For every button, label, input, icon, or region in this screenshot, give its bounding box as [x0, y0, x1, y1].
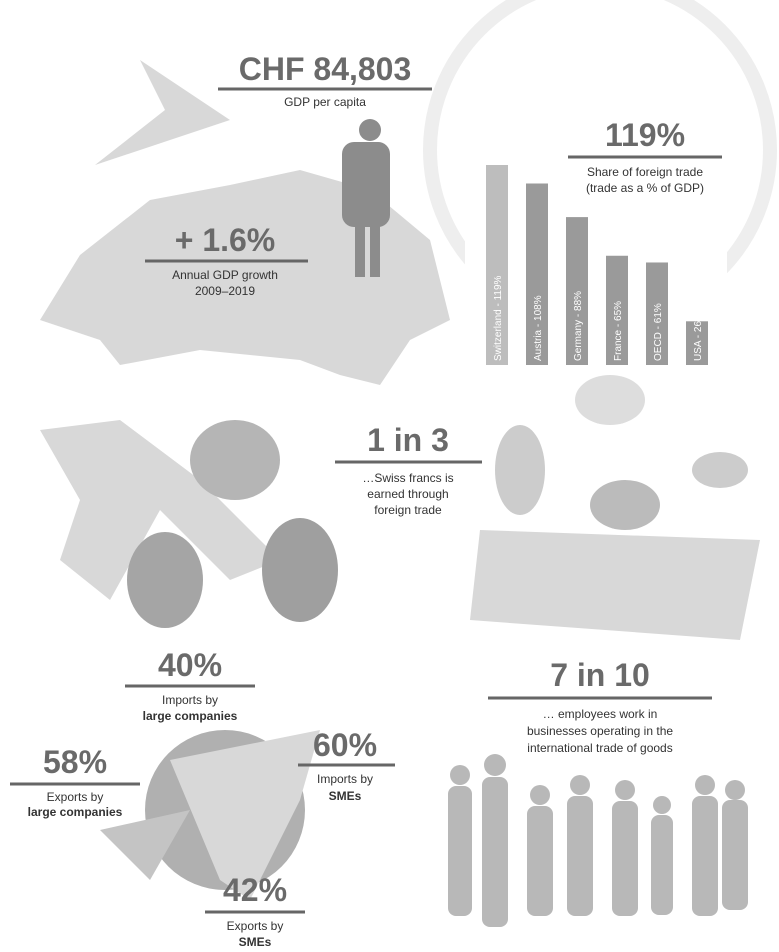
bar-label: Germany - 88%: [573, 291, 584, 361]
trade-label: Share of foreign trade: [587, 165, 703, 179]
arrow: [170, 730, 320, 900]
employees-value: 7 in 10: [550, 657, 650, 693]
growth-label: 2009–2019: [195, 284, 255, 298]
employees-label: … employees work in: [543, 707, 658, 721]
francs-value: 1 in 3: [367, 422, 449, 458]
exports-large-bold: large companies: [28, 805, 123, 819]
person: [342, 119, 390, 277]
coin: [692, 452, 748, 488]
trade-label: (trade as a % of GDP): [586, 181, 704, 195]
bar-label: France - 65%: [613, 301, 624, 361]
exports-sme-value: 42%: [223, 872, 287, 908]
coin: [190, 420, 280, 500]
trade-value: 119%: [605, 117, 685, 153]
francs-label: earned through: [367, 487, 448, 501]
arrow: [100, 810, 190, 880]
coin: [127, 532, 203, 628]
decorations: [40, 0, 777, 927]
coin: [575, 375, 645, 425]
gdp-label: GDP per capita: [284, 95, 366, 109]
employees-label: international trade of goods: [527, 741, 672, 755]
bar-label: Switzerland - 119%: [493, 275, 504, 361]
bar-label: OECD - 61%: [653, 303, 664, 361]
bar-chart: Switzerland - 119% Austria - 108% Germany …: [486, 165, 708, 365]
bar: [686, 321, 708, 365]
chart-bg: [465, 155, 727, 367]
bar: [606, 255, 628, 365]
gdp-value: CHF 84,803: [239, 51, 412, 87]
bar-label: Austria - 108%: [533, 295, 544, 361]
growth-label: Annual GDP growth: [172, 268, 278, 282]
arrow: [95, 60, 230, 165]
imports-large-value: 40%: [158, 647, 222, 683]
people: [448, 754, 748, 927]
imports-large-bold: large companies: [143, 709, 238, 723]
coin: [262, 518, 338, 622]
francs-label: foreign trade: [374, 503, 442, 517]
employees-label: businesses operating in the: [527, 724, 673, 738]
growth-value: + 1.6%: [175, 222, 276, 258]
coin: [495, 425, 545, 515]
exports-sme-bold: SMEs: [239, 935, 272, 949]
bar: [646, 262, 668, 365]
bar-label: USA - 26%: [693, 312, 704, 361]
bar: [566, 217, 588, 365]
imports-large-label: Imports by: [162, 693, 218, 707]
exports-large-label: Exports by: [47, 790, 104, 804]
banknote: [470, 530, 760, 640]
exports-sme-label: Exports by: [227, 919, 284, 933]
imports-sme-label: Imports by: [317, 772, 373, 786]
exports-large-value: 58%: [43, 744, 107, 780]
imports-sme-bold: SMEs: [329, 789, 362, 803]
imports-sme-value: 60%: [313, 727, 377, 763]
bar: [526, 183, 548, 365]
coin: [590, 480, 660, 530]
bar: [486, 165, 508, 365]
arrow: [40, 420, 280, 600]
francs-label: …Swiss francs is: [362, 471, 453, 485]
